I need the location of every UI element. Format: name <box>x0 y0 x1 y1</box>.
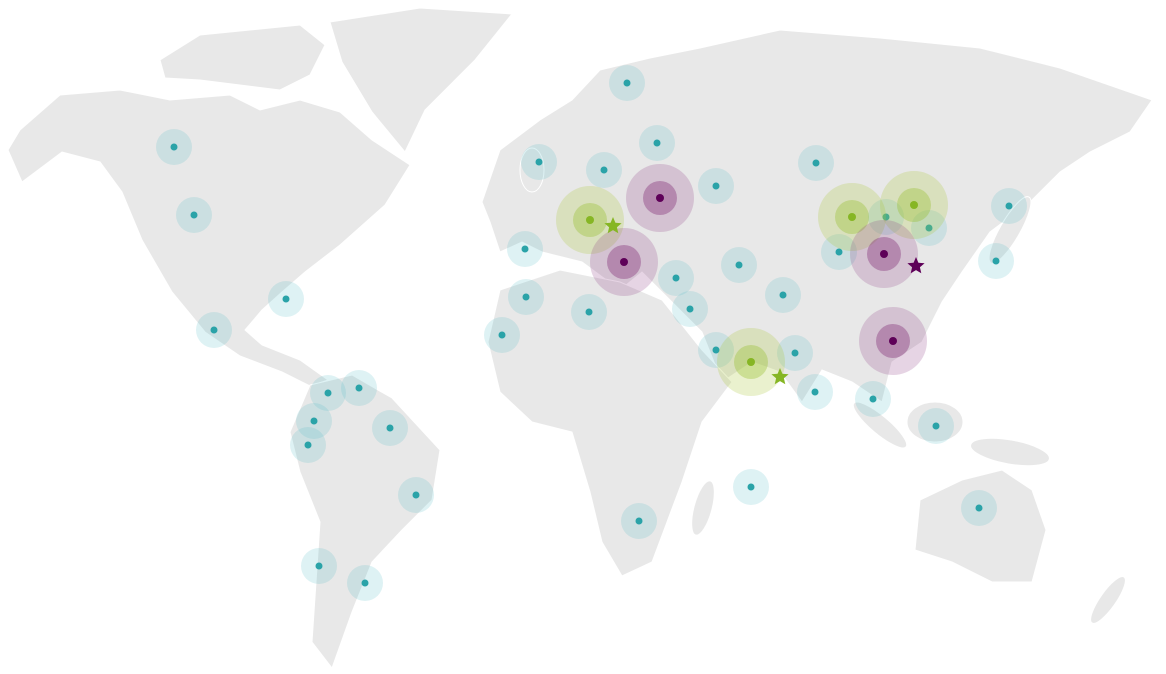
land <box>7 7 1153 670</box>
green-marker-dot <box>747 358 755 366</box>
marker-dot <box>686 305 694 313</box>
green-marker-dot <box>910 201 918 209</box>
madagascar <box>691 480 715 536</box>
purple-marker-dot <box>656 194 664 202</box>
marker-dot <box>170 143 178 151</box>
marker-dot <box>315 562 323 570</box>
marker-dot <box>735 261 743 269</box>
markers <box>156 65 1027 601</box>
star-marker <box>907 257 925 274</box>
marker-dot <box>811 388 819 396</box>
marker-dot <box>835 248 843 256</box>
marker-dot <box>779 291 787 299</box>
green-marker-dot <box>848 213 856 221</box>
marker-dot <box>653 139 661 147</box>
greenland <box>329 7 513 153</box>
marker-dot <box>600 166 608 174</box>
marker-dot <box>355 384 363 392</box>
marker-dot <box>324 389 332 397</box>
star-marker <box>771 368 789 385</box>
marker-dot <box>925 224 933 232</box>
marker-dot <box>791 349 799 357</box>
marker-dot <box>992 257 1000 265</box>
marker-dot <box>712 182 720 190</box>
marker-dot <box>747 483 755 491</box>
marker-dot <box>498 331 506 339</box>
borneo <box>906 401 964 443</box>
green-marker-dot <box>586 216 594 224</box>
marker-dot <box>412 491 420 499</box>
new-guinea <box>970 437 1050 467</box>
africa <box>487 269 733 577</box>
marker-dot <box>386 424 394 432</box>
marker-dot <box>932 422 940 430</box>
purple-marker-dot <box>889 337 897 345</box>
north-america <box>7 89 411 387</box>
marker-dot <box>712 346 720 354</box>
marker-dot <box>1005 202 1013 210</box>
marker-dot <box>635 517 643 525</box>
marker-dot <box>623 79 631 87</box>
marker-dot <box>535 158 543 166</box>
marker-dot <box>361 579 369 587</box>
purple-marker-dot <box>620 258 628 266</box>
japan <box>988 196 1032 264</box>
new-zealand <box>1090 576 1126 624</box>
purple-marker-dot <box>880 250 888 258</box>
marker-dot <box>812 159 820 167</box>
sumatra <box>852 401 908 449</box>
south-america <box>289 374 441 670</box>
star-marker <box>604 217 622 234</box>
marker-dot <box>585 308 593 316</box>
marker-dot <box>522 293 530 301</box>
marker-dot <box>521 245 529 253</box>
australia <box>914 469 1047 583</box>
marker-dot <box>304 441 312 449</box>
marker-dot <box>282 295 290 303</box>
arctic-islands <box>159 24 326 91</box>
marker-dot <box>672 274 680 282</box>
marker-dot <box>882 213 890 221</box>
marker-dot <box>310 417 318 425</box>
marker-dot <box>975 504 983 512</box>
marker-dot <box>869 395 877 403</box>
marker-dot <box>210 326 218 334</box>
marker-dot <box>190 211 198 219</box>
